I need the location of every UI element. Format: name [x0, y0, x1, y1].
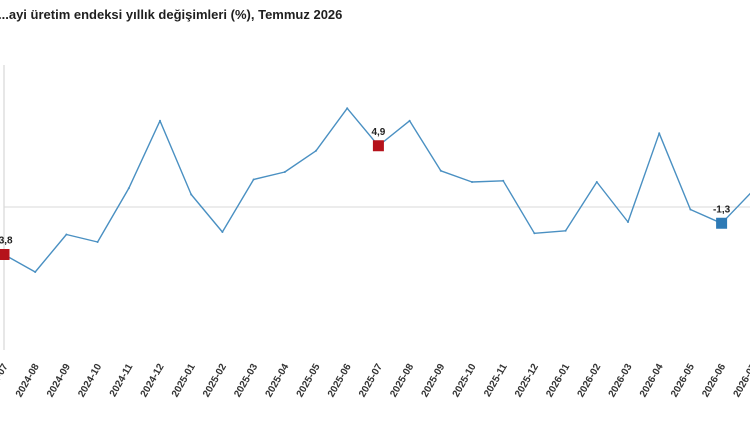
x-tick-label: 2025-05	[295, 362, 323, 400]
data-point-2025-09	[439, 169, 442, 172]
data-label-2025-07: 4,9	[371, 127, 385, 138]
data-point-2025-01	[190, 193, 193, 196]
data-point-2024-11	[127, 187, 130, 190]
data-point-2025-10	[471, 181, 473, 183]
x-tick-label: 2024-07	[0, 362, 11, 400]
x-tick-label: 2025-09	[420, 362, 448, 400]
data-point-2025-04	[283, 171, 286, 173]
data-point-2026-02	[595, 181, 598, 183]
data-point-2024-08	[34, 271, 37, 273]
x-tick-label: 2026-02	[576, 362, 604, 400]
highlight-marker-2025-07	[372, 140, 384, 152]
data-point-2026-03	[627, 221, 629, 223]
x-tick-label: 2025-03	[232, 362, 260, 400]
data-point-2024-12	[159, 119, 161, 122]
x-tick-label: 2024-08	[14, 362, 42, 400]
x-tick-label: 2026-07	[732, 362, 750, 400]
chart-title: ...ayi üretim endeksi yıllık değişimleri…	[0, 7, 343, 22]
data-point-2025-11	[502, 179, 505, 182]
highlight-marker-2024-07	[0, 249, 10, 260]
data-point-2026-04	[658, 132, 661, 135]
x-tick-label: 2024-12	[139, 362, 167, 400]
x-tick-label: 2024-11	[108, 362, 136, 399]
x-tick-label: 2024-10	[76, 362, 104, 400]
x-tick-label: 2025-04	[264, 362, 292, 400]
data-point-2024-10	[96, 241, 99, 243]
data-label-2026-06: -1,3	[713, 204, 731, 215]
x-tick-label: 2025-01	[170, 362, 198, 400]
data-point-2025-08	[408, 119, 411, 122]
data-point-2024-09	[65, 233, 68, 236]
data-point-2026-05	[689, 208, 692, 211]
highlight-marker-2026-06	[716, 217, 728, 229]
data-label-2024-07: -3,8	[0, 236, 13, 247]
x-tick-label: 2026-06	[700, 362, 728, 400]
x-tick-label: 2024-09	[45, 362, 73, 400]
x-tick-label: 2025-07	[357, 362, 385, 400]
x-tick-layer: 2024-07 2024-08 2024-09 2024-10 2024-11 2024-…	[0, 362, 750, 400]
x-tick-label: 2025-08	[388, 362, 416, 400]
marker-layer	[0, 140, 728, 260]
x-tick-label: 2026-01	[544, 362, 572, 400]
x-tick-label: 2026-04	[638, 362, 666, 400]
data-point-2025-05	[315, 149, 317, 152]
x-tick-label: 2025-06	[326, 362, 354, 400]
data-point-2025-12	[533, 232, 536, 235]
x-tick-label: 2025-11	[482, 362, 510, 399]
x-tick-label: 2025-12	[513, 362, 541, 400]
data-point-2025-03	[252, 178, 255, 181]
data-point-2026-01	[564, 229, 567, 232]
x-tick-label: 2026-05	[669, 362, 697, 400]
data-label-layer: -3,8 4,9 -1,3	[0, 127, 731, 247]
x-tick-label: 2025-10	[451, 362, 479, 400]
data-point-2025-02	[221, 231, 224, 233]
x-tick-label: 2026-03	[607, 362, 635, 400]
x-tick-label: 2025-02	[201, 362, 229, 400]
data-point-2025-06	[346, 107, 349, 110]
